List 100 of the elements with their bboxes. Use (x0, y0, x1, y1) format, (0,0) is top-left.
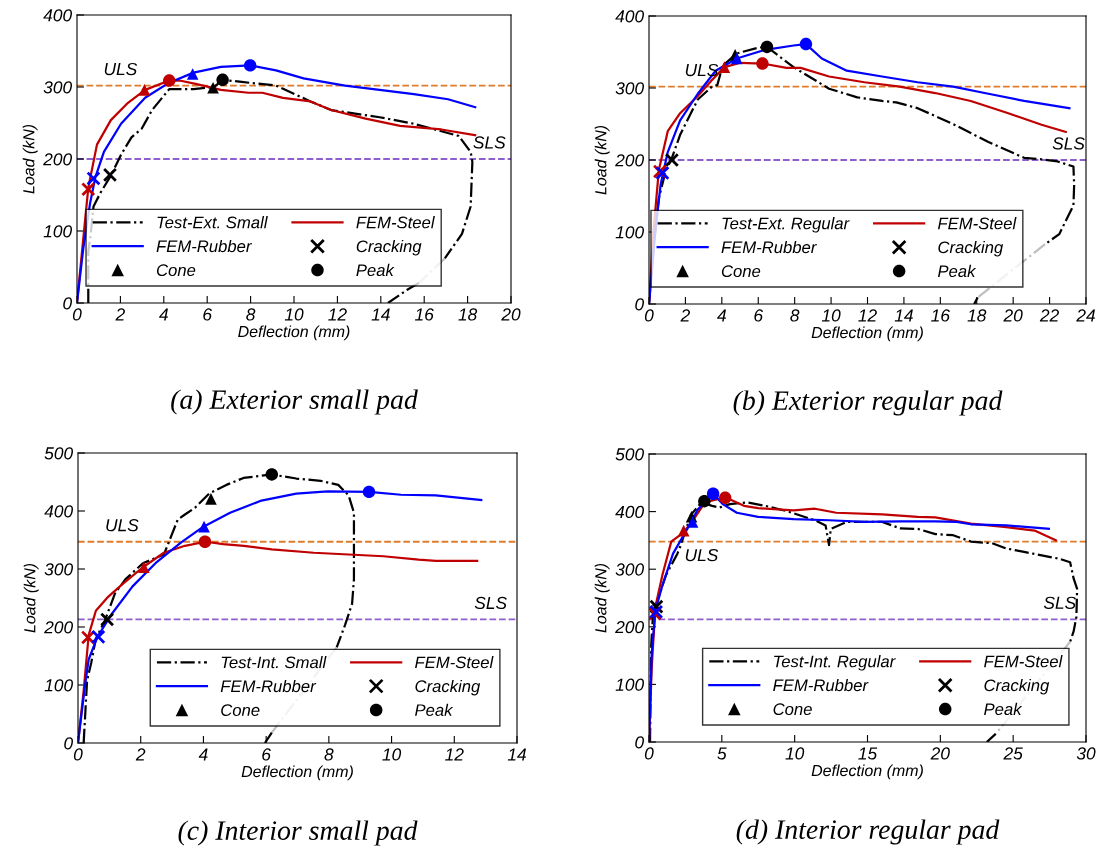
y-tick-label: 300 (615, 563, 644, 576)
legend-label: Cracking (938, 240, 1004, 257)
y-axis-title: Load (kN) (22, 124, 38, 194)
text: (d) Interior regular pad (736, 819, 1000, 845)
x-tick-label: 8 (790, 309, 800, 322)
x-tick-label: 24 (1076, 309, 1095, 322)
x-tick-label: 5 (717, 747, 727, 760)
x-tick-label: 4 (198, 748, 208, 761)
legend-label: Peak (984, 702, 1023, 716)
y-tick-label: 0 (635, 736, 644, 749)
legend-label: FEM-Steel (984, 655, 1063, 668)
x-tick-label: 0 (73, 748, 83, 761)
y-tick-label: 300 (43, 81, 72, 94)
legend-label: Peak (415, 703, 454, 717)
x-tick-label: 18 (458, 308, 478, 321)
y-tick-label: 400 (44, 505, 73, 518)
y-tick-label: 200 (43, 153, 72, 166)
x-tick-label: 8 (324, 748, 334, 761)
x-axis-title: Deflection (mm) (238, 325, 350, 341)
x-tick-label: 14 (371, 308, 390, 321)
x-tick-label: 20 (1003, 309, 1023, 322)
x-tick-label: 25 (1003, 747, 1023, 760)
y-tick-label: 200 (44, 621, 73, 634)
legend-label: Cracking (356, 239, 422, 256)
x-tick-label: 20 (930, 747, 950, 760)
legend-label: Cracking (415, 679, 481, 696)
x-tick-label: 10 (785, 747, 805, 760)
ref-line-label: ULS (685, 548, 719, 562)
y-tick-label: 200 (615, 620, 644, 634)
x-tick-label: 18 (967, 309, 987, 322)
x-axis-title: Deflection (mm) (241, 765, 353, 781)
x-tick-label: 0 (72, 308, 82, 321)
y-tick-label: 0 (64, 737, 73, 750)
legend-label: FEM-Rubber (156, 239, 252, 253)
legend-label: FEM-Rubber (773, 678, 869, 692)
legend-label: FEM-Steel (937, 217, 1017, 230)
x-tick-label: 16 (415, 308, 434, 321)
x-tick-label: 0 (644, 309, 654, 322)
y-tick-label: 100 (615, 226, 644, 239)
x-tick-label: 6 (203, 308, 213, 321)
x-tick-label: 4 (159, 308, 168, 321)
legend-label: Test-Int. Regular (774, 655, 896, 671)
x-tick-label: 15 (858, 747, 878, 760)
x-tick-label: 10 (821, 309, 841, 322)
ref-line-label: SLS (474, 596, 507, 610)
y-tick-label: 300 (615, 82, 644, 95)
legend-label: Test-Ext. Regular (722, 217, 850, 233)
legend-label: FEM-Steel (415, 656, 494, 669)
x-tick-label: 0 (644, 747, 654, 760)
legend-label: FEM-Rubber (220, 679, 317, 693)
x-tick-label: 12 (328, 308, 347, 321)
x-tick-label: 20 (501, 308, 521, 321)
x-axis-title: Deflection (mm) (811, 326, 923, 342)
y-tick-label: 0 (635, 298, 644, 311)
x-tick-label: 22 (1039, 309, 1059, 322)
y-axis-title: Load (kN) (594, 125, 610, 195)
legend-label: Cracking (984, 678, 1050, 695)
y-axis-title: Load (kN) (23, 563, 39, 633)
legend-label: Cone (773, 703, 812, 716)
x-tick-label: 14 (507, 748, 526, 761)
y-tick-label: 500 (615, 448, 644, 461)
y-tick-label: 100 (44, 679, 73, 692)
x-tick-label: 6 (262, 748, 271, 761)
ref-line-label: ULS (104, 62, 138, 76)
ref-line-label: ULS (106, 519, 139, 532)
legend-label: Cone (221, 704, 260, 717)
x-tick-label: 14 (894, 309, 913, 322)
x-tick-label: 8 (246, 308, 256, 321)
y-tick-label: 200 (615, 154, 644, 167)
x-tick-label: 16 (931, 309, 950, 322)
x-tick-label: 2 (135, 748, 146, 761)
y-tick-label: 400 (43, 9, 72, 22)
y-axis-title: Load (kN) (594, 563, 610, 633)
x-tick-label: 4 (717, 309, 727, 322)
x-tick-label: 12 (858, 309, 877, 322)
ref-line-label: SLS (1043, 596, 1076, 609)
text: (a) Exterior small pad (171, 389, 418, 415)
y-tick-label: 300 (44, 563, 73, 576)
x-tick-label: 12 (445, 748, 464, 761)
legend-label: FEM-Steel (356, 216, 435, 229)
y-tick-label: 400 (615, 505, 644, 519)
legend-label: Cone (156, 264, 196, 277)
ref-line-label: SLS (1052, 137, 1085, 150)
y-tick-label: 400 (615, 10, 644, 23)
x-tick-label: 6 (754, 309, 764, 322)
legend-label: Test-Int. Small (221, 656, 327, 669)
y-tick-label: 100 (615, 678, 644, 691)
legend-label: FEM-Rubber (721, 240, 817, 254)
text: (b) Exterior regular pad (733, 390, 1003, 416)
x-tick-label: 30 (1076, 747, 1096, 760)
x-tick-label: 2 (115, 308, 125, 321)
x-tick-label: 2 (680, 309, 690, 322)
y-tick-label: 0 (63, 297, 72, 310)
ref-line-label: ULS (685, 63, 719, 77)
ref-line-label: SLS (473, 136, 506, 149)
y-tick-label: 100 (43, 225, 72, 238)
x-tick-label: 10 (284, 308, 304, 321)
x-tick-label: 10 (382, 748, 402, 761)
text: (c) Interior small pad (178, 820, 418, 846)
legend-label: Peak (356, 263, 395, 277)
